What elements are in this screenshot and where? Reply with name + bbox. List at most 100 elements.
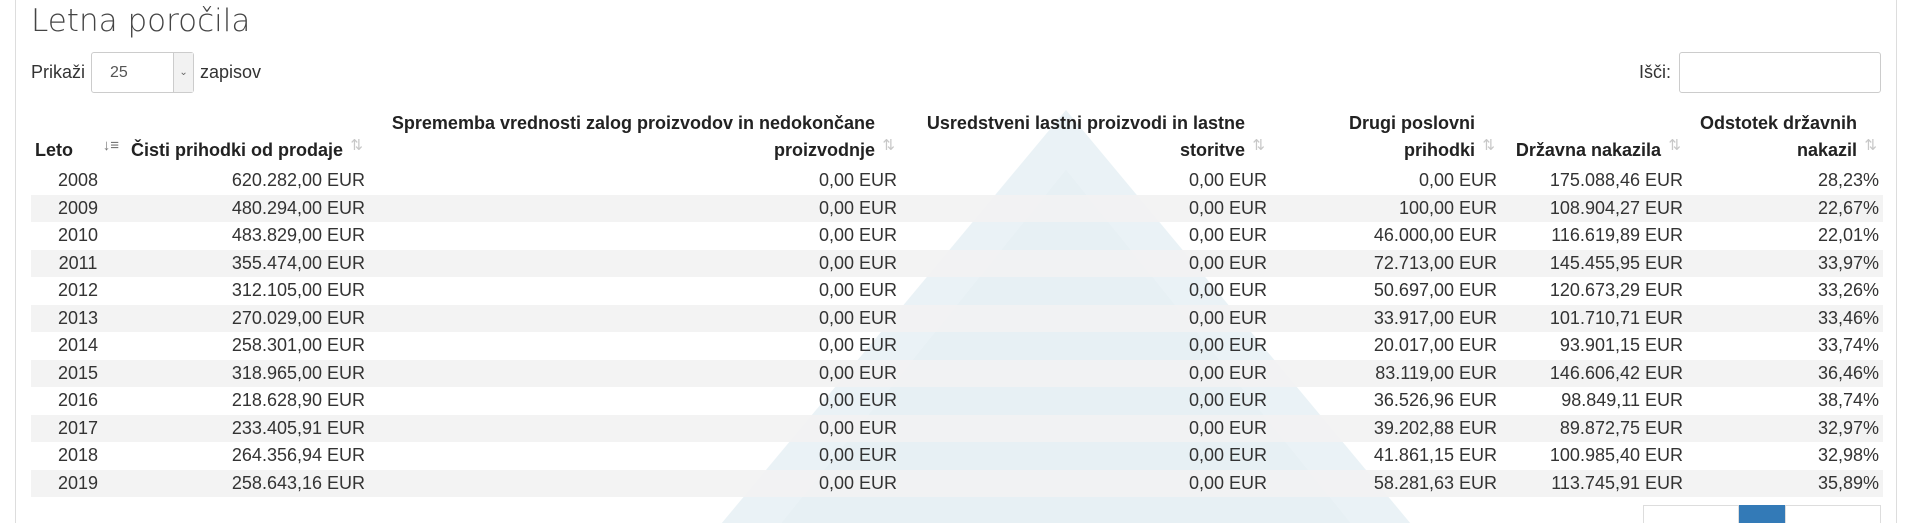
- cell-capitalized-products: 0,00 EUR: [1188, 170, 1267, 190]
- table-row: 2013 270.029,00 EUR 0,00 EUR 0,00 EUR 33.917…: [31, 304, 1883, 332]
- cell-inventory-change: 0,00 EUR: [369, 304, 901, 332]
- table-row: 2014 258.301,00 EUR 0,00 EUR 0,00 EUR 20.017…: [31, 332, 1883, 360]
- table-row: 2011 355.474,00 EUR 0,00 EUR 0,00 EUR 72.713…: [31, 249, 1883, 277]
- cell-year: 2008: [57, 170, 99, 190]
- column-header-label: Usredstveni lastni proizvodi in lastne s…: [926, 113, 1245, 160]
- cell-state-transfers: 116.619,89 EUR: [1551, 225, 1683, 245]
- cell-inventory-change: 0,00 EUR: [369, 194, 901, 222]
- cell-net-sales: 355.474,00 EUR: [125, 249, 369, 277]
- cell-other-income: 83.119,00 EUR: [1271, 359, 1501, 387]
- search-control: Išči:: [1639, 52, 1881, 93]
- page-title: Letna poročila: [31, 3, 251, 39]
- table-row: 2015 318.965,00 EUR 0,00 EUR 0,00 EUR 83.119…: [31, 359, 1883, 387]
- cell-other-income: 0,00 EUR: [1418, 170, 1497, 190]
- table-row: 2019 258.643,16 EUR 0,00 EUR 0,00 EUR 58.281…: [31, 469, 1883, 497]
- table-row: 2016 218.628,90 EUR 0,00 EUR 0,00 EUR 36.526…: [31, 387, 1883, 415]
- cell-net-sales: 483.829,00 EUR: [231, 225, 365, 245]
- cell-year: 2016: [57, 390, 99, 410]
- cell-other-income: 39.202,88 EUR: [1271, 414, 1501, 442]
- cell-year: 2009: [31, 194, 125, 222]
- cell-capitalized-products: 0,00 EUR: [1188, 445, 1267, 465]
- cell-capitalized-products: 0,00 EUR: [901, 249, 1271, 277]
- cell-inventory-change: 0,00 EUR: [818, 335, 897, 355]
- cell-net-sales: 620.282,00 EUR: [231, 170, 365, 190]
- cell-capitalized-products: 0,00 EUR: [901, 194, 1271, 222]
- cell-state-transfers: 100.985,40 EUR: [1549, 445, 1683, 465]
- cell-inventory-change: 0,00 EUR: [818, 280, 897, 300]
- cell-year: 2015: [31, 359, 125, 387]
- cell-net-sales: 270.029,00 EUR: [125, 304, 369, 332]
- column-header-label: Odstotek državnih nakazil: [1699, 113, 1857, 160]
- sort-both-icon: ⇅: [882, 137, 895, 154]
- table-row: 2012 312.105,00 EUR 0,00 EUR 0,00 EUR 50.697…: [31, 277, 1883, 305]
- cell-inventory-change: 0,00 EUR: [369, 359, 901, 387]
- annual-report-table: Leto ↓≡ Čisti prihodki od prodaje ⇅ Spre…: [31, 110, 1883, 497]
- cell-other-income: 46.000,00 EUR: [1373, 225, 1497, 245]
- cell-state-transfers: 101.710,71 EUR: [1501, 304, 1687, 332]
- cell-state-transfers-percent: 36,46%: [1687, 359, 1883, 387]
- cell-net-sales: 258.301,00 EUR: [231, 335, 365, 355]
- cell-net-sales: 264.356,94 EUR: [231, 445, 365, 465]
- cell-other-income: 33.917,00 EUR: [1271, 304, 1501, 332]
- sort-both-icon: ⇅: [1252, 137, 1265, 154]
- table-header-row: Leto ↓≡ Čisti prihodki od prodaje ⇅ Spre…: [31, 110, 1883, 167]
- cell-inventory-change: 0,00 EUR: [818, 390, 897, 410]
- column-header-inventory-change[interactable]: Sprememba vrednosti zalog proizvodov in …: [369, 110, 901, 167]
- cell-state-transfers-percent: 22,67%: [1687, 194, 1883, 222]
- cell-capitalized-products: 0,00 EUR: [1188, 390, 1267, 410]
- cell-capitalized-products: 0,00 EUR: [901, 359, 1271, 387]
- pagination-page-current[interactable]: [1739, 505, 1785, 523]
- cell-net-sales: 233.405,91 EUR: [125, 414, 369, 442]
- column-header-state-transfers-percent[interactable]: Odstotek državnih nakazil ⇅: [1687, 110, 1883, 167]
- cell-inventory-change: 0,00 EUR: [818, 225, 897, 245]
- page-length-value: 25: [110, 63, 128, 81]
- cell-state-transfers-percent: 33,97%: [1687, 249, 1883, 277]
- column-header-capitalized-products[interactable]: Usredstveni lastni proizvodi in lastne s…: [901, 110, 1271, 167]
- cell-state-transfers-percent: 32,97%: [1687, 414, 1883, 442]
- table-row: 2017 233.405,91 EUR 0,00 EUR 0,00 EUR 39.202…: [31, 414, 1883, 442]
- pagination: [1643, 505, 1881, 523]
- column-header-year[interactable]: Leto ↓≡: [31, 110, 125, 167]
- cell-year: 2012: [57, 280, 99, 300]
- search-label: Išči:: [1638, 62, 1671, 82]
- column-header-label: Čisti prihodki od prodaje: [130, 140, 343, 160]
- column-header-net-sales[interactable]: Čisti prihodki od prodaje ⇅: [125, 110, 369, 167]
- cell-year: 2019: [31, 469, 125, 497]
- cell-state-transfers-percent: 32,98%: [1817, 445, 1879, 465]
- cell-other-income: 58.281,63 EUR: [1271, 469, 1501, 497]
- cell-net-sales: 480.294,00 EUR: [125, 194, 369, 222]
- cell-other-income: 100,00 EUR: [1271, 194, 1501, 222]
- table-row: 2010 483.829,00 EUR 0,00 EUR 0,00 EUR 46.000…: [31, 222, 1883, 250]
- cell-year: 2018: [57, 445, 99, 465]
- cell-state-transfers: 98.849,11 EUR: [1561, 390, 1683, 410]
- table-row: 2009 480.294,00 EUR 0,00 EUR 0,00 EUR 100,00…: [31, 194, 1883, 222]
- chevron-down-icon[interactable]: ⌄: [173, 53, 194, 92]
- column-header-other-income[interactable]: Drugi poslovni prihodki ⇅: [1271, 110, 1501, 167]
- pagination-next-button[interactable]: [1785, 505, 1881, 523]
- page-length-control: Prikaži 25 ⌄ zapisov: [31, 52, 261, 93]
- cell-state-transfers: 120.673,29 EUR: [1549, 280, 1683, 300]
- page-length-select[interactable]: 25 ⌄: [91, 52, 195, 93]
- cell-capitalized-products: 0,00 EUR: [1188, 225, 1267, 245]
- sort-both-icon: ⇅: [1482, 137, 1495, 154]
- cell-state-transfers-percent: 35,89%: [1687, 469, 1883, 497]
- cell-other-income: 50.697,00 EUR: [1373, 280, 1497, 300]
- cell-net-sales: 312.105,00 EUR: [231, 280, 365, 300]
- search-input[interactable]: [1679, 52, 1881, 93]
- cell-capitalized-products: 0,00 EUR: [1188, 280, 1267, 300]
- table-row: 2018 264.356,94 EUR 0,00 EUR 0,00 EUR 41.861…: [31, 442, 1883, 470]
- cell-state-transfers: 113.745,91 EUR: [1501, 469, 1687, 497]
- cell-inventory-change: 0,00 EUR: [818, 445, 897, 465]
- cell-net-sales: 218.628,90 EUR: [231, 390, 365, 410]
- sort-both-icon: ⇅: [1864, 137, 1877, 154]
- cell-state-transfers: 175.088,46 EUR: [1549, 170, 1683, 190]
- cell-other-income: 36.526,96 EUR: [1373, 390, 1497, 410]
- column-header-state-transfers[interactable]: Državna nakazila ⇅: [1501, 110, 1687, 167]
- cell-state-transfers: 145.455,95 EUR: [1501, 249, 1687, 277]
- cell-state-transfers-percent: 33,26%: [1817, 280, 1879, 300]
- pagination-previous-button[interactable]: [1643, 505, 1739, 523]
- sort-both-icon: ⇅: [1668, 137, 1681, 154]
- cell-state-transfers: 93.901,15 EUR: [1559, 335, 1683, 355]
- cell-state-transfers: 89.872,75 EUR: [1501, 414, 1687, 442]
- cell-state-transfers-percent: 33,74%: [1817, 335, 1879, 355]
